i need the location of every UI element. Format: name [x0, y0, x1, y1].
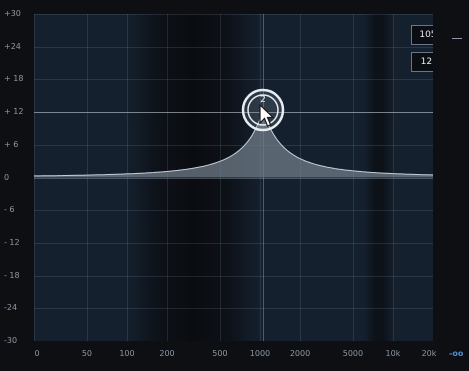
band-handle[interactable]: 2 — [241, 84, 285, 142]
frequency-readout[interactable]: 1056 Hz — [411, 25, 433, 45]
y-tick-label: +24 — [4, 41, 21, 51]
y-tick-label: + 18 — [4, 74, 24, 84]
x-tick-label: 200 — [159, 349, 175, 358]
x-tick-label: 100 — [119, 349, 135, 358]
grid-hline — [34, 14, 433, 15]
grid-hline — [34, 210, 433, 212]
x-tick-label: 20k — [421, 349, 437, 358]
grid-hline — [34, 308, 433, 310]
grid-hline — [34, 112, 433, 114]
y-tick-label: 0 — [4, 172, 10, 182]
eq-curve — [34, 109, 433, 178]
eq-curve-line — [34, 109, 433, 177]
gain-readout[interactable]: 12.4 dB — [411, 52, 433, 72]
y-tick-label: -30 — [4, 336, 18, 345]
grid-hline — [34, 144, 433, 146]
y-tick-label: -24 — [4, 303, 18, 313]
x-tick-label: 5000 — [342, 349, 364, 358]
x-tick-label: 50 — [81, 349, 93, 358]
x-tick-label: 500 — [212, 349, 228, 358]
y-tick-label: + 12 — [4, 107, 24, 117]
x-tick-label: 0 — [34, 349, 40, 358]
band-number: 2 — [260, 95, 266, 105]
grid-hline — [34, 79, 433, 81]
x-tick-label: 1000 — [249, 349, 271, 358]
grid-hline — [34, 275, 433, 277]
y-tick-label: - 6 — [4, 205, 15, 215]
grid-hline — [34, 177, 433, 179]
y-tick-label: - 12 — [4, 237, 20, 247]
x-tick-label: 2000 — [289, 349, 311, 358]
y-tick-label: - 18 — [4, 270, 20, 280]
eq-curve-fill — [34, 110, 433, 178]
x-tick-label: 10k — [385, 349, 401, 358]
arrow-cursor-icon — [259, 103, 275, 127]
level-meter-tick — [452, 38, 462, 39]
eq-plot-area[interactable]: 1056 Hz 12.4 dB — [34, 14, 433, 341]
y-tick-label: + 6 — [4, 139, 19, 149]
grid-hline — [34, 46, 433, 48]
output-level-readout: -oo — [449, 349, 464, 358]
grid-hline — [34, 242, 433, 244]
y-tick-label: +30 — [4, 9, 21, 18]
